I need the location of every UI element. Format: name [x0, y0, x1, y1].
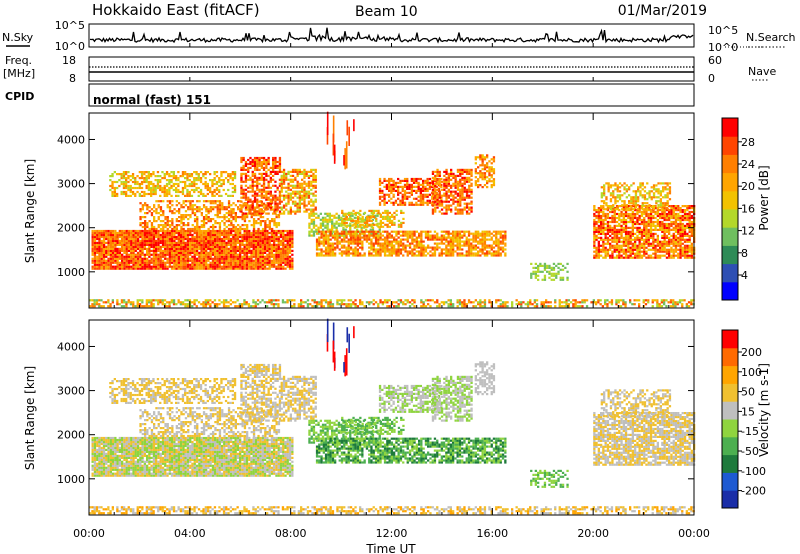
freq-unit-label: [MHz] [3, 67, 35, 80]
power-colorbar-tick: 24 [741, 158, 755, 171]
nave-label: Nave [748, 65, 776, 78]
ytick-label: 3000 [57, 178, 85, 191]
colorbar-segment [722, 172, 738, 192]
time-axis: 00:00 04:00 08:00 12:00 16:00 20:00 00:00 [73, 43, 710, 540]
nave-tick-top: 60 [708, 54, 722, 67]
colorbar-segment [722, 263, 738, 283]
colorbar-segment [722, 136, 738, 155]
noise-tick-right-bottom: 10^0 [708, 41, 738, 54]
time-tick-label: 16:00 [476, 527, 508, 540]
velocity-colorbar-tick: 200 [741, 346, 762, 359]
velocity-colorbar-tick: 100 [741, 366, 762, 379]
colorbar-segment [722, 472, 738, 491]
ytick-label: 2000 [57, 222, 85, 235]
freq-tick-bottom: 8 [69, 72, 76, 85]
nsearch-label: N.Search [746, 31, 796, 44]
noise-tick-left-top: 10^5 [55, 19, 85, 32]
ytick-label: 4000 [57, 133, 85, 146]
velocity-data-cells [89, 318, 696, 515]
colorbar-segment [722, 454, 738, 473]
colorbar-segment [722, 154, 738, 174]
power-ylabel: Slant Range [km] [23, 159, 37, 263]
power-colorbar-tick: 4 [741, 269, 748, 282]
velocity-panel: 1000 2000 3000 4000 Slant Range [km] 200 100… [23, 318, 771, 516]
ytick-label: 2000 [57, 429, 85, 442]
ytick-label: 1000 [57, 473, 85, 486]
nave-tick-bottom: 0 [708, 72, 715, 85]
time-tick-label: 00:00 [678, 527, 710, 540]
time-tick-label: 12:00 [376, 527, 408, 540]
velocity-colorbar-tick: -15 [741, 425, 759, 438]
frequency-strip: Freq. [MHz] 18 8 60 0 Nave [3, 54, 776, 85]
power-colorbar-tick: 16 [741, 202, 755, 215]
power-panel: 1000 2000 3000 4000 Slant Range [km] 4 8 12 16… [23, 111, 771, 309]
cpid-value: normal (fast) 151 [93, 93, 211, 107]
colorbar-segment [722, 245, 738, 265]
freq-tick-top: 18 [62, 54, 76, 67]
colorbar-segment [722, 118, 738, 137]
colorbar-segment [722, 209, 738, 228]
ytick-label: 1000 [57, 266, 85, 279]
beam-label: Beam 10 [355, 4, 418, 20]
time-tick-label: 20:00 [577, 527, 609, 540]
freq-label: Freq. [5, 54, 32, 67]
colorbar-segment [722, 281, 738, 301]
colorbar-segment [722, 330, 738, 349]
velocity-colorbar-label: Velocity [m s-1] [757, 363, 771, 457]
velocity-colorbar-tick: 50 [741, 386, 755, 399]
colorbar-segment [722, 436, 738, 456]
cpid-label: CPID [5, 90, 34, 103]
power-colorbar-tick: 8 [741, 247, 748, 260]
velocity-colorbar: 200 100 50 15 -15 -50 -100 -200 [721, 329, 766, 509]
power-data-cells [89, 111, 696, 308]
colorbar-segment [722, 347, 738, 367]
plot-title: Hokkaido East (fitACF) [92, 1, 260, 19]
date-label: 01/Mar/2019 [618, 3, 707, 19]
noise-tick-right-top: 10^5 [708, 24, 738, 37]
colorbar-segment [722, 383, 738, 402]
colorbar-segment [722, 190, 738, 210]
cpid-strip: CPID normal (fast) 151 [5, 83, 695, 107]
velocity-ylabel: Slant Range [km] [23, 366, 37, 470]
colorbar-segment [722, 490, 738, 509]
velocity-colorbar-tick: -50 [741, 445, 759, 458]
colorbar-segment [722, 227, 738, 246]
time-tick-label: 00:00 [73, 527, 105, 540]
time-axis-label: Time UT [365, 542, 416, 554]
time-tick-label: 04:00 [174, 527, 206, 540]
power-colorbar: 4 8 12 16 20 24 28 [721, 117, 755, 301]
ytick-label: 3000 [57, 385, 85, 398]
colorbar-segment [722, 419, 738, 438]
ytick-label: 4000 [57, 340, 85, 353]
time-tick-label: 08:00 [275, 527, 307, 540]
velocity-colorbar-tick: 15 [741, 405, 755, 418]
velocity-colorbar-tick: -100 [741, 465, 766, 478]
noise-tick-left-bottom: 10^0 [55, 40, 85, 53]
colorbar-segment [722, 365, 738, 384]
power-colorbar-label: Power [dB] [757, 165, 771, 230]
velocity-colorbar-tick: -200 [741, 485, 766, 498]
nsky-label: N.Sky [2, 31, 34, 44]
colorbar-segment [722, 401, 738, 420]
power-colorbar-tick: 12 [741, 225, 755, 238]
power-colorbar-tick: 20 [741, 180, 755, 193]
power-colorbar-tick: 28 [741, 136, 755, 149]
noise-strip: N.Sky N.Search 10^5 10^0 10^5 10^0 [2, 19, 796, 54]
